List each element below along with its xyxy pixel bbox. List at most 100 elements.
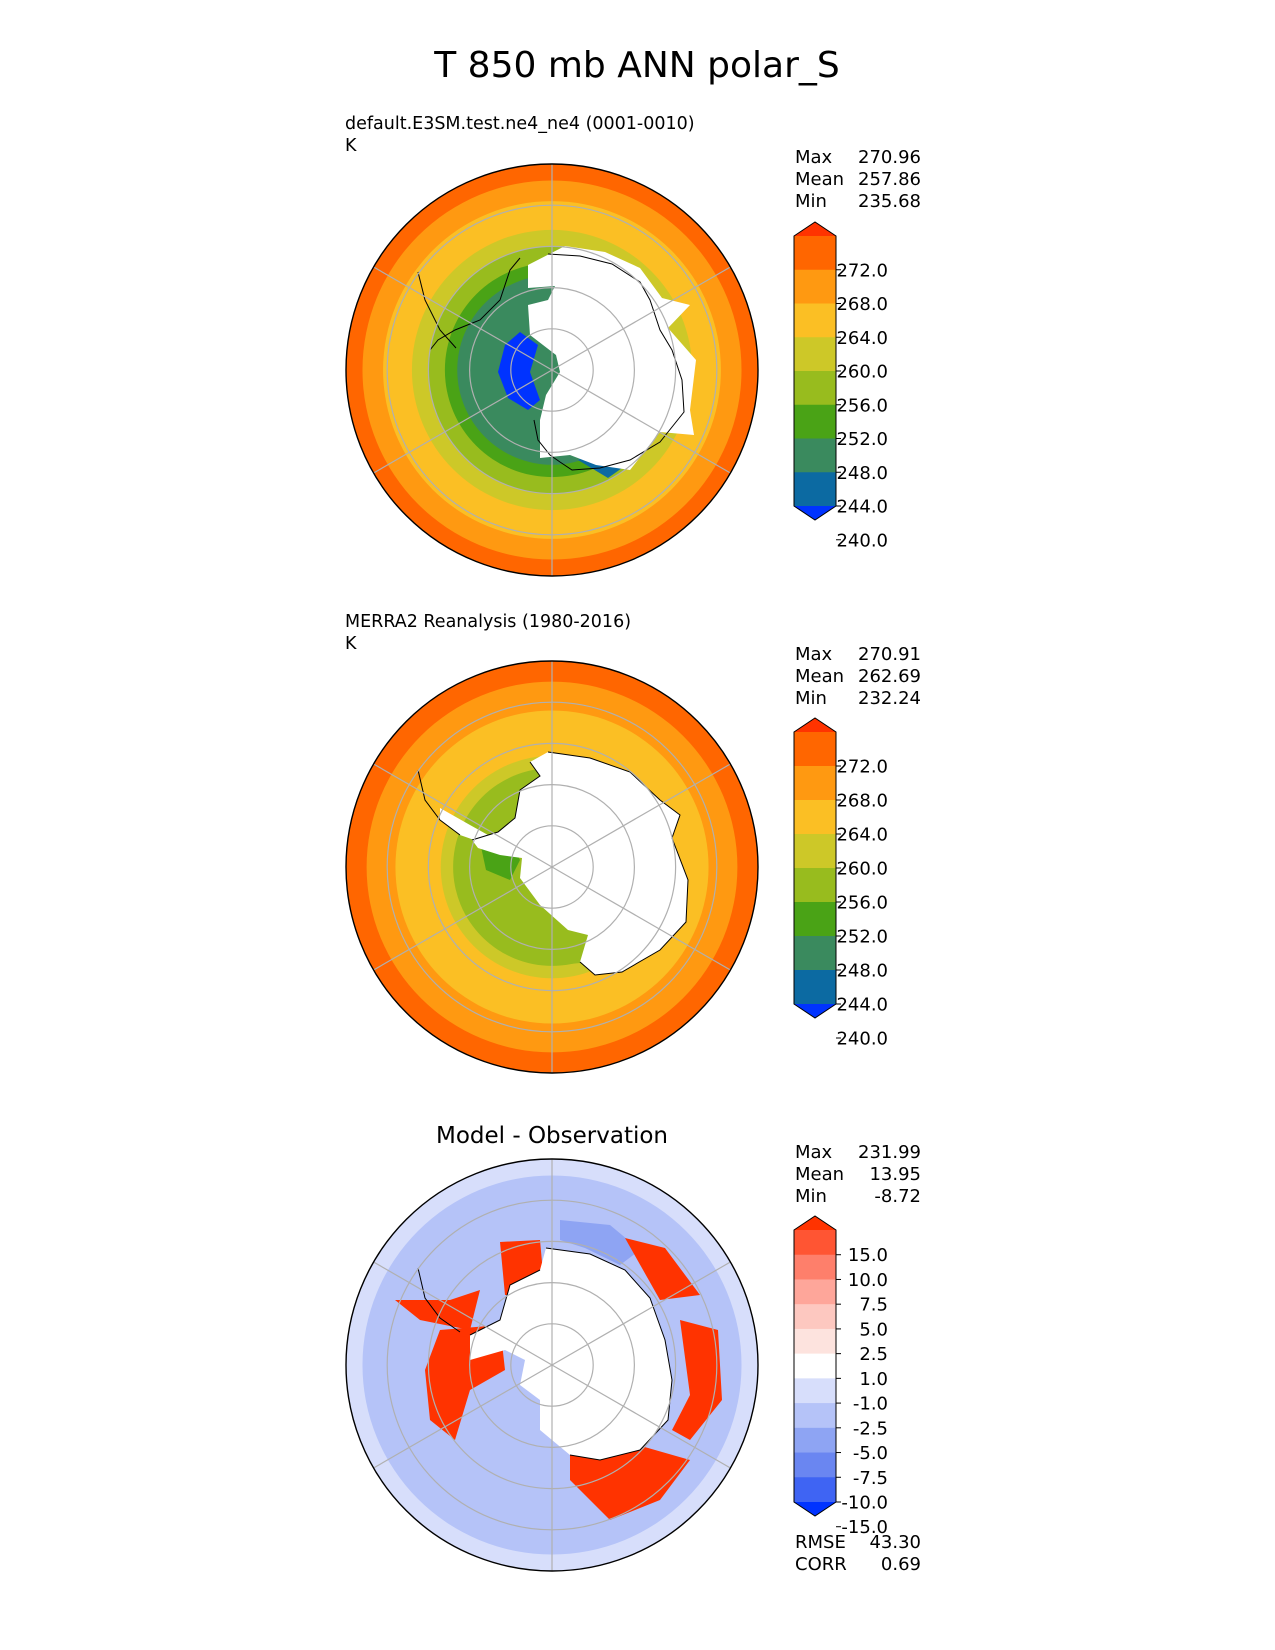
colorbar-tick-label: 240.0 — [836, 1029, 888, 1050]
colorbar-segment — [794, 834, 836, 869]
stat-label-min: Min — [795, 1186, 827, 1207]
coastline — [417, 1247, 673, 1461]
graticule — [373, 1159, 731, 1571]
meridian-line — [373, 369, 553, 474]
panel-difference: Model - Observation Max 231.99 Mean 13.95 Mi… — [345, 1123, 921, 1575]
meridian-line — [551, 763, 731, 868]
colorbar-tick-label: 260.0 — [836, 362, 888, 383]
colorbar-segment — [794, 1477, 836, 1503]
colorbar-tick-label: 1.0 — [859, 1369, 888, 1390]
colorbar: 272.0 268.0 264.0 260.0 256.0 252.0 248.0 244.0… — [793, 221, 888, 551]
colorbar-segment — [794, 800, 836, 835]
colorbar: 272.0 268.0 264.0 260.0 256.0 252.0 248.0 244.0… — [793, 717, 888, 1050]
cold-anomaly-blue — [498, 332, 540, 410]
rmse-corr-block: RMSE 43.30 CORR 0.69 — [795, 1532, 921, 1575]
colorbar-tick-label: 2.5 — [859, 1344, 888, 1365]
colorbar: 15.0 10.0 7.5 5.0 2.5 1.0 -1.0 -2.5 -5.0 -7.5 -10.… — [793, 1215, 888, 1538]
stat-label-rmse: RMSE — [795, 1532, 846, 1553]
figure-title: T 850 mb ANN polar_S — [433, 45, 839, 86]
panel-title: Model - Observation — [436, 1123, 668, 1149]
stats-block: Max 270.96 Mean 257.86 Min 235.68 — [795, 147, 921, 212]
map-boundary — [345, 660, 759, 1074]
stat-label-mean: Mean — [795, 666, 844, 687]
antarctica-mask — [528, 246, 696, 470]
colorbar-tick-label: 256.0 — [836, 893, 888, 914]
colorbar-extend-max — [794, 222, 836, 236]
colorbar-segment — [794, 732, 836, 767]
colorbar-extend-min — [794, 1502, 836, 1516]
stat-value-min: -8.72 — [874, 1186, 921, 1207]
colorbar-segment — [794, 404, 836, 440]
map-field — [346, 164, 758, 576]
colorbar-tick-label: 256.0 — [836, 395, 888, 416]
stat-label-max: Max — [795, 147, 833, 168]
stat-label-min: Min — [795, 688, 827, 709]
colorbar-tick-label: -5.0 — [853, 1443, 888, 1464]
stat-value-mean: 13.95 — [869, 1164, 921, 1185]
map-boundary — [345, 1158, 759, 1572]
colorbar-tick-label: 252.0 — [836, 927, 888, 948]
stat-label-mean: Mean — [795, 1164, 844, 1185]
colorbar-tick-label: 15.0 — [848, 1245, 888, 1266]
colorbar-segment — [794, 902, 836, 937]
colorbar-segment — [794, 1403, 836, 1429]
colorbar-segment — [794, 1452, 836, 1478]
meridian-line — [551, 369, 731, 474]
graticule — [373, 164, 731, 576]
panel-reference: MERRA2 Reanalysis (1980-2016) K Max 270.9… — [345, 612, 921, 1074]
colorbar-tick-label: -1.0 — [853, 1394, 888, 1415]
colorbar-tick-label: 252.0 — [836, 429, 888, 450]
colorbar-segment — [794, 1279, 836, 1305]
panel-test: default.E3SM.test.ne4_ne4 (0001-0010) K … — [345, 114, 921, 577]
colorbar-extend-min — [794, 1004, 836, 1018]
colorbar-segment — [794, 970, 836, 1005]
colorbar-segment — [794, 1230, 836, 1256]
colorbar-tick-label: 7.5 — [859, 1295, 888, 1316]
panel-units: K — [345, 634, 357, 654]
colorbar-tick-label: 264.0 — [836, 328, 888, 349]
stats-block: Max 270.91 Mean 262.69 Min 232.24 — [795, 644, 921, 709]
stat-value-max: 270.96 — [858, 147, 921, 168]
stat-value-min: 235.68 — [858, 191, 921, 212]
stat-label-max: Max — [795, 1142, 833, 1163]
negative-patch — [560, 1220, 640, 1265]
colorbar-segment — [794, 936, 836, 971]
colorbar-tick-label: 260.0 — [836, 859, 888, 880]
meridian-line — [373, 266, 553, 371]
meridian-line — [373, 1364, 553, 1469]
meridian-line — [551, 866, 731, 971]
map-boundary — [345, 163, 759, 577]
panel-title: MERRA2 Reanalysis (1980-2016) — [345, 612, 631, 632]
colorbar-extend-max — [794, 1216, 836, 1230]
stat-label-max: Max — [795, 644, 833, 665]
colorbar-tick-label: 248.0 — [836, 463, 888, 484]
stat-value-min: 232.24 — [858, 688, 921, 709]
colorbar-tick-label: 268.0 — [836, 791, 888, 812]
meridian-line — [551, 1364, 731, 1469]
colorbar-extend-min — [794, 506, 836, 520]
colorbar-tick-label: -7.5 — [853, 1468, 888, 1489]
colorbar-tick-label: 264.0 — [836, 825, 888, 846]
colorbar-tick-label: 248.0 — [836, 961, 888, 982]
colorbar-segment — [794, 1254, 836, 1281]
colorbar-segment — [794, 236, 836, 271]
peninsula-mask — [440, 808, 488, 842]
colorbar-segment — [794, 337, 836, 372]
meridian-line — [551, 266, 731, 371]
colorbar-tick-label: 272.0 — [836, 757, 888, 778]
stat-value-max: 231.99 — [858, 1142, 921, 1163]
stat-value-mean: 262.69 — [858, 666, 921, 687]
colorbar-tick-label: -10.0 — [841, 1493, 888, 1514]
panel-title: default.E3SM.test.ne4_ne4 (0001-0010) — [345, 114, 695, 134]
colorbar-segment — [794, 1378, 836, 1404]
colorbar-extend-max — [794, 718, 836, 732]
colorbar-segment — [794, 1328, 836, 1355]
meridian-line — [551, 1261, 731, 1366]
colorbar-tick-label: -15.0 — [841, 1517, 888, 1538]
stat-label-mean: Mean — [795, 169, 844, 190]
colorbar-segment — [794, 472, 836, 507]
stat-value-rmse: 43.30 — [869, 1532, 921, 1553]
graticule — [373, 661, 731, 1073]
colorbar-segment — [794, 766, 836, 801]
